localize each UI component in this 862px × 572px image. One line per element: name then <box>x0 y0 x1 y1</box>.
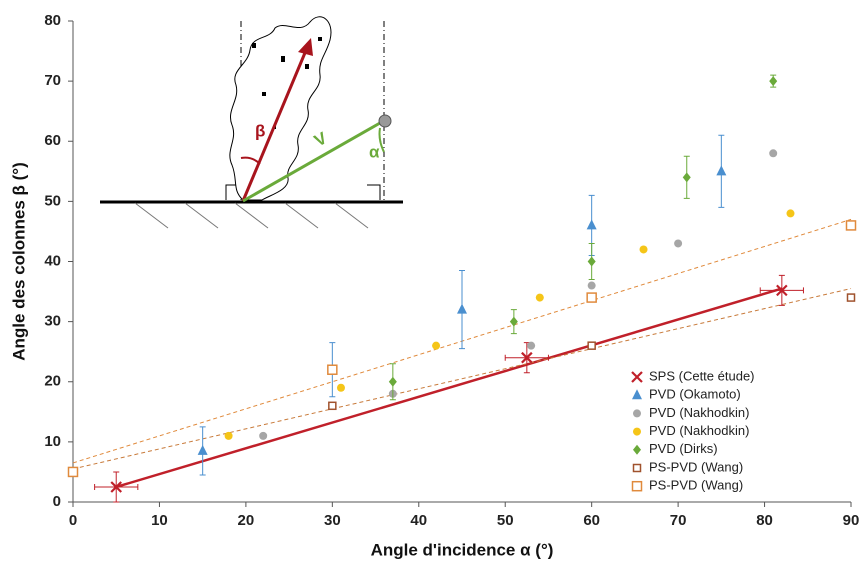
trend-line <box>115 287 783 489</box>
point <box>110 481 122 493</box>
point <box>769 76 778 87</box>
y-tick-label: 80 <box>44 12 61 29</box>
point <box>67 466 79 478</box>
inset-particle <box>378 114 392 128</box>
series <box>388 74 778 401</box>
inset-label: V <box>311 128 331 150</box>
inset-right-angle <box>367 184 381 200</box>
legend-swatch <box>632 463 642 473</box>
point <box>432 341 441 350</box>
y-tick-label: 20 <box>44 373 61 390</box>
y-tick-label: 40 <box>44 252 61 269</box>
point <box>682 172 691 183</box>
point <box>336 383 345 392</box>
point <box>639 245 648 254</box>
point <box>224 431 233 440</box>
point <box>716 165 727 176</box>
legend-entry: PVD (Nakhodkin) <box>633 405 749 420</box>
y-tick-label: 50 <box>44 192 61 209</box>
point <box>535 293 544 302</box>
inset-diagram: β V α <box>100 16 403 229</box>
inset-label: β <box>255 121 265 140</box>
legend-swatch <box>633 427 641 436</box>
legend-entry: PS-PVD (Wang) <box>632 459 743 474</box>
point <box>457 303 467 314</box>
x-tick-label: 50 <box>497 512 514 529</box>
x-tick-label: 0 <box>69 512 77 529</box>
point <box>388 376 397 387</box>
point <box>786 209 795 218</box>
point <box>586 219 597 230</box>
point <box>527 341 536 350</box>
point <box>769 149 778 158</box>
point <box>586 292 597 303</box>
series <box>94 274 804 503</box>
x-tick-label: 60 <box>583 512 600 529</box>
y-tick-label: 0 <box>53 493 61 510</box>
x-tick-label: 30 <box>324 512 341 529</box>
point <box>197 444 208 455</box>
legend-entry: PVD (Dirks) <box>633 441 718 456</box>
x-tick-label: 40 <box>410 512 427 529</box>
legend-entry: SPS (Cette étude) <box>631 368 755 383</box>
legend-label: PS-PVD (Wang) <box>649 478 743 493</box>
x-tick-label: 80 <box>756 512 773 529</box>
y-tick-label: 60 <box>44 132 61 149</box>
series <box>224 209 795 440</box>
legend-entry: PVD (Okamoto) <box>632 387 741 402</box>
inset-label: α <box>369 142 380 161</box>
series <box>259 149 778 440</box>
legend-label: PVD (Dirks) <box>649 441 718 456</box>
legend-entry: PS-PVD (Wang) <box>631 478 743 493</box>
inset-arrowhead <box>298 38 313 56</box>
x-tick-label: 10 <box>151 512 168 529</box>
y-tick-label: 10 <box>44 433 61 450</box>
x-tick-label: 90 <box>843 512 860 529</box>
point <box>845 220 857 231</box>
y-axis-title: Angle des colonnes β (°) <box>9 162 28 361</box>
point <box>587 341 596 350</box>
inset-velocity <box>242 121 381 203</box>
x-axis-title: Angle d'incidence α (°) <box>371 540 554 559</box>
inset-beta-arc <box>240 156 261 165</box>
inset-column-arrow <box>241 47 309 202</box>
point <box>327 364 338 375</box>
inset-alpha-arc <box>378 127 385 153</box>
point <box>846 293 856 302</box>
point <box>509 316 518 327</box>
point <box>587 256 596 267</box>
legend-label: PVD (Okamoto) <box>649 387 741 402</box>
point <box>587 281 596 290</box>
point <box>328 401 337 411</box>
legend-swatch <box>631 371 643 383</box>
point <box>674 239 683 248</box>
series <box>197 134 727 476</box>
legend-swatch <box>633 444 641 455</box>
x-tick-label: 20 <box>238 512 255 529</box>
legend-swatch <box>633 409 641 418</box>
legend-entry: PVD (Nakhodkin) <box>633 423 749 438</box>
x-tick-label: 70 <box>670 512 687 529</box>
legend-label: SPS (Cette étude) <box>649 368 755 383</box>
legend-label: PS-PVD (Wang) <box>649 459 743 474</box>
legend-label: PVD (Nakhodkin) <box>649 405 749 420</box>
legend-label: PVD (Nakhodkin) <box>649 423 749 438</box>
point <box>259 431 268 440</box>
inset-hatching <box>134 202 369 229</box>
y-tick-label: 30 <box>44 313 61 330</box>
point <box>776 284 788 297</box>
point <box>521 351 533 364</box>
series <box>67 220 857 478</box>
y-tick-label: 70 <box>44 72 61 89</box>
inset-right-angle <box>225 184 236 200</box>
legend-swatch <box>632 389 642 400</box>
legend-swatch <box>631 480 643 492</box>
